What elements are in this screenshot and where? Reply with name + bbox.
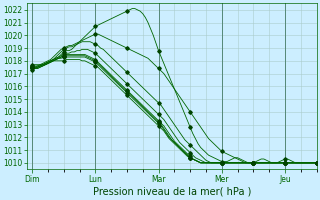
X-axis label: Pression niveau de la mer( hPa ): Pression niveau de la mer( hPa )	[92, 187, 251, 197]
